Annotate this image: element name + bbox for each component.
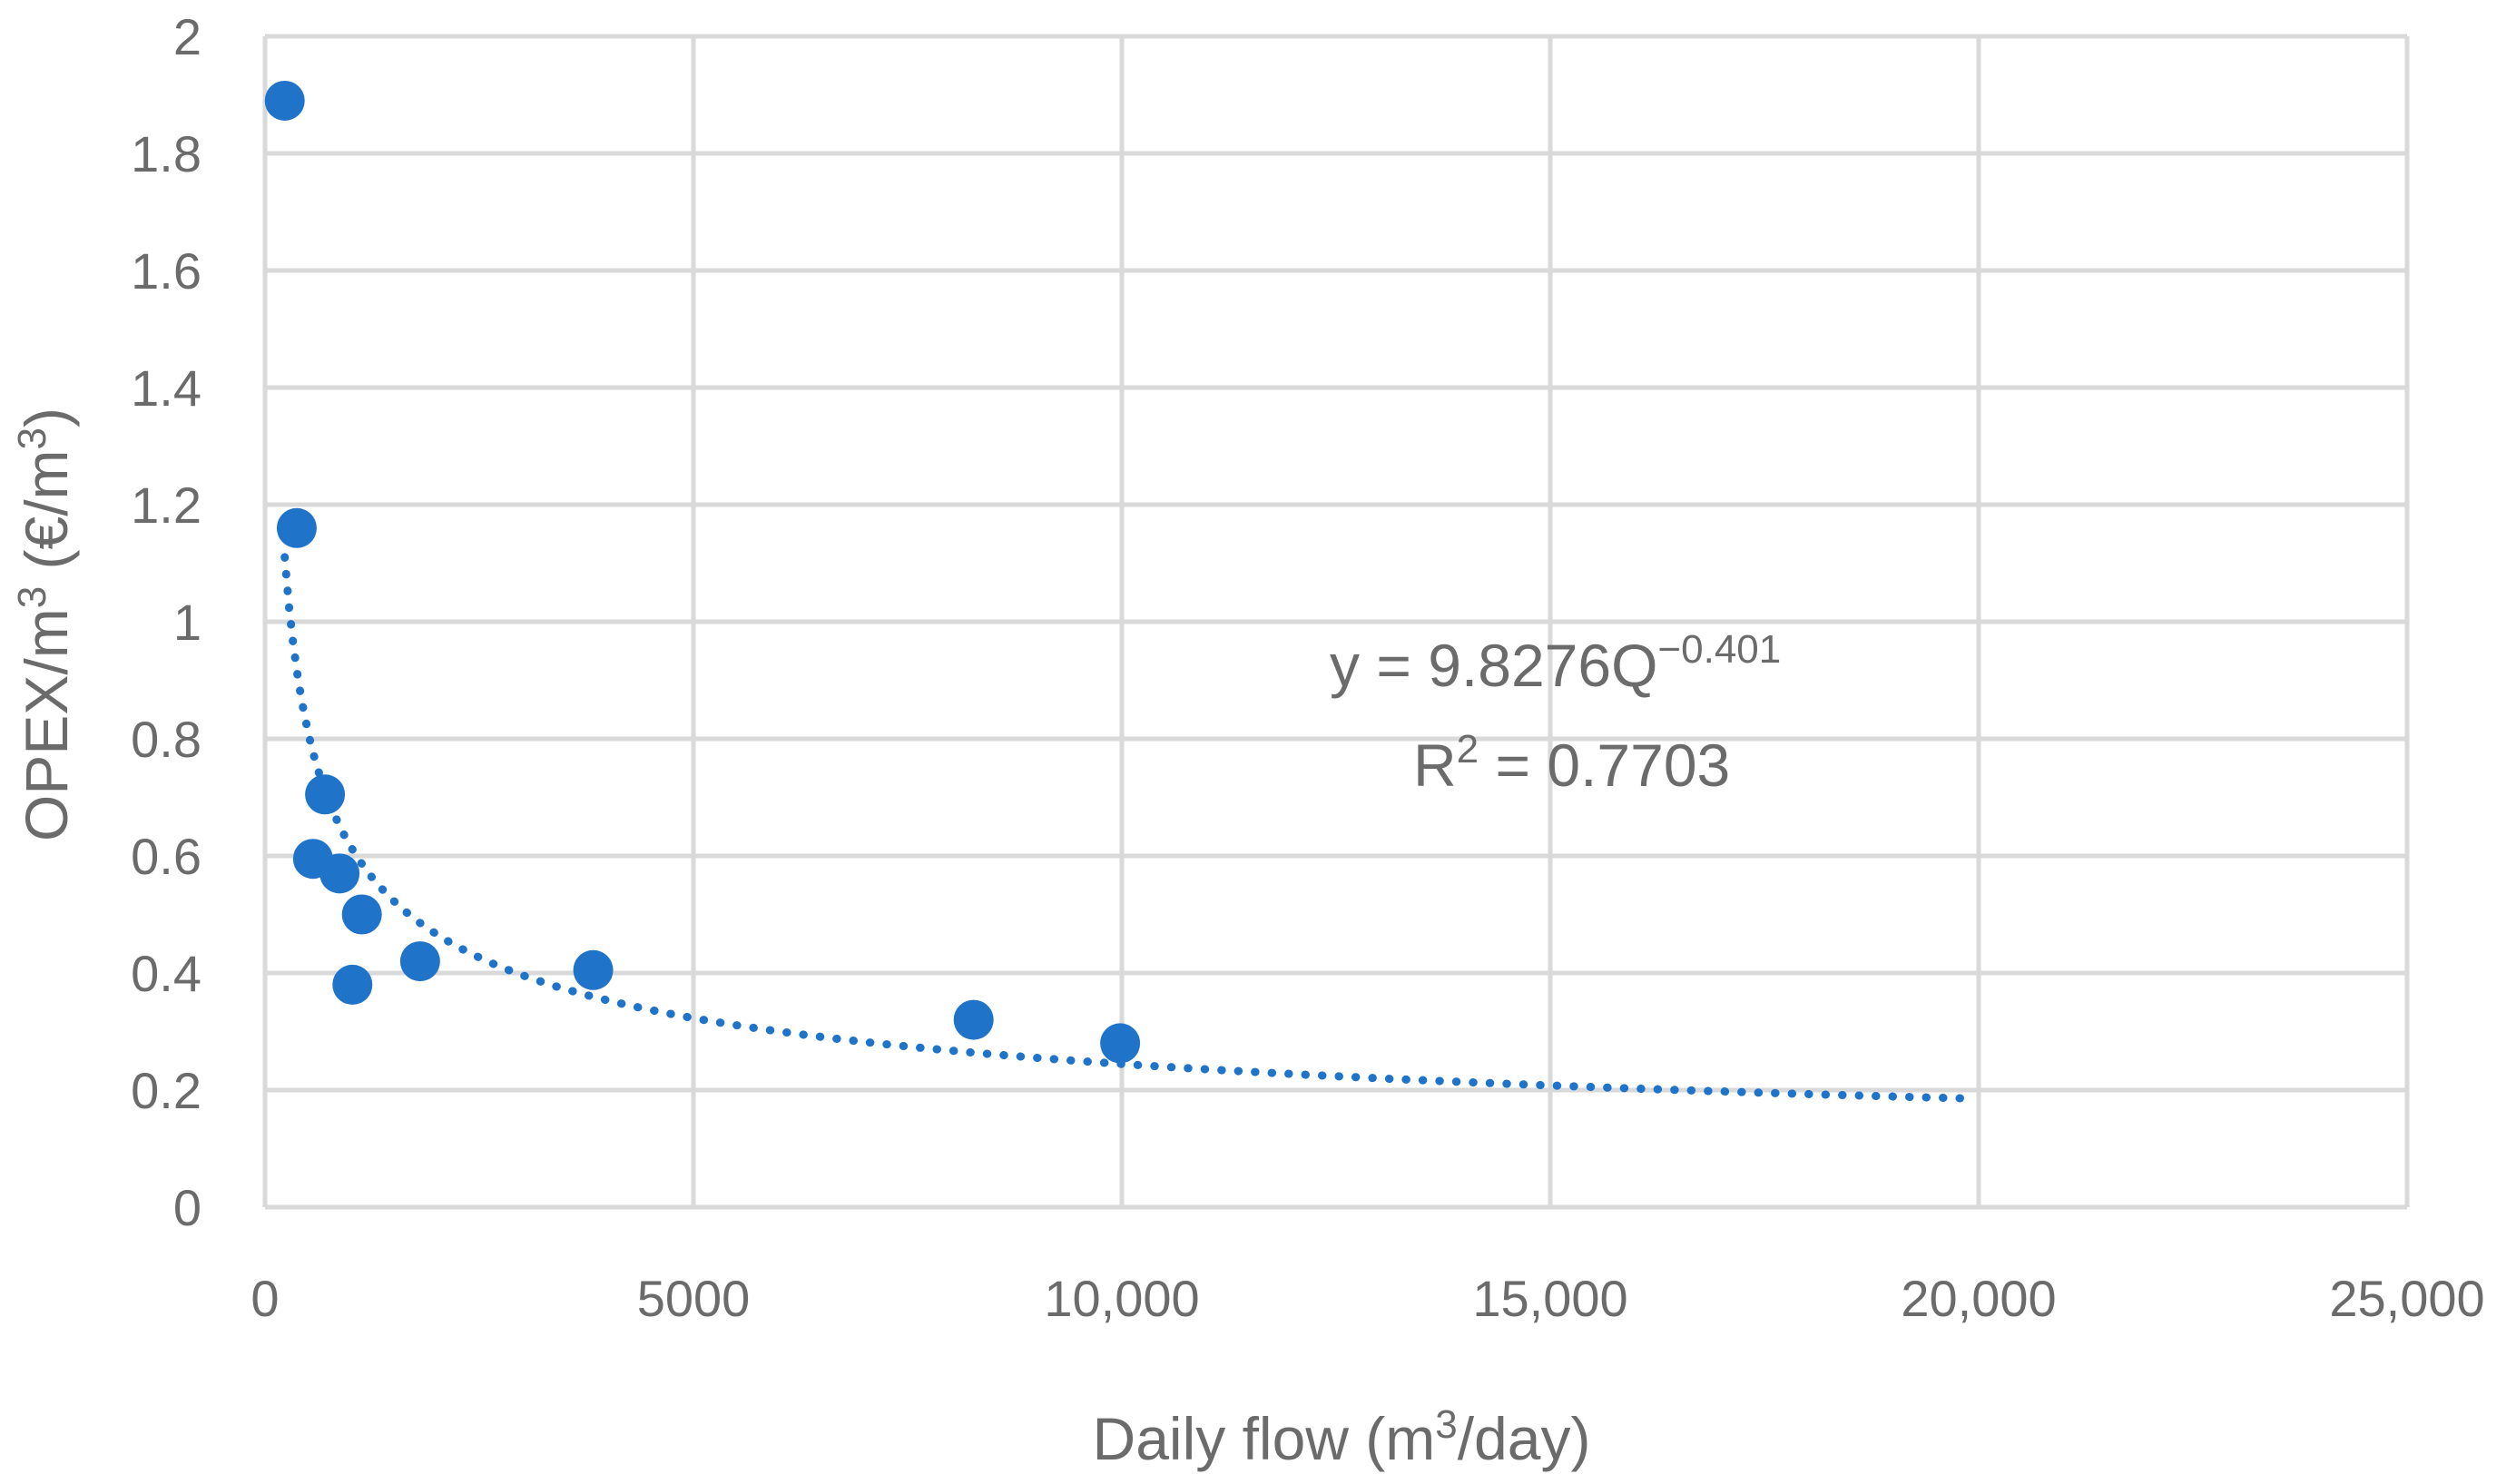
x-tick-label: 15,000: [1472, 1270, 1627, 1327]
y-tick-label: 0.2: [131, 1062, 201, 1119]
data-point: [1100, 1023, 1141, 1064]
y-axis-title: OPEX/m3 (€/m3): [10, 408, 80, 841]
r-squared-label: R2 = 0.7703: [1413, 727, 1730, 799]
y-tick-label: 1.2: [131, 477, 201, 534]
y-tick-label: 2: [173, 8, 201, 65]
trendline-path: [280, 553, 1971, 1103]
x-tick-label: 5000: [637, 1270, 751, 1327]
data-point: [305, 774, 346, 815]
y-tick-label: 1.4: [131, 359, 201, 417]
y-axis-ticks: 0 0.2 0.4 0.6 0.8 1 1.2 1.4 1.6 1.8 2: [131, 8, 201, 1236]
data-point: [319, 853, 360, 894]
y-tick-label: 0.4: [131, 945, 201, 1002]
trendline: [280, 553, 1971, 1103]
x-axis-ticks: 0 5000 10,000 15,000 20,000 25,000: [251, 1270, 2484, 1327]
x-axis-title: Daily flow (m3/day): [1093, 1402, 1591, 1472]
data-point: [341, 894, 382, 935]
x-tick-label: 0: [251, 1270, 279, 1327]
y-tick-label: 0.6: [131, 828, 201, 885]
y-tick-label: 1.6: [131, 242, 201, 300]
data-point: [264, 80, 305, 121]
x-tick-label: 25,000: [2329, 1270, 2484, 1327]
y-tick-label: 0: [173, 1179, 201, 1236]
y-tick-label: 0.8: [131, 711, 201, 768]
x-tick-label: 10,000: [1044, 1270, 1199, 1327]
data-point: [332, 964, 373, 1005]
data-point: [276, 507, 317, 548]
equation-label: y = 9.8276Q−0.401: [1330, 627, 1781, 699]
y-tick-label: 1.8: [131, 125, 201, 182]
data-point: [399, 941, 440, 982]
data-point: [953, 999, 994, 1040]
y-tick-label: 1: [173, 594, 201, 651]
x-tick-label: 20,000: [1901, 1270, 2056, 1327]
grid: [262, 34, 2410, 1210]
data-points: [264, 80, 1141, 1064]
data-point: [573, 949, 614, 990]
